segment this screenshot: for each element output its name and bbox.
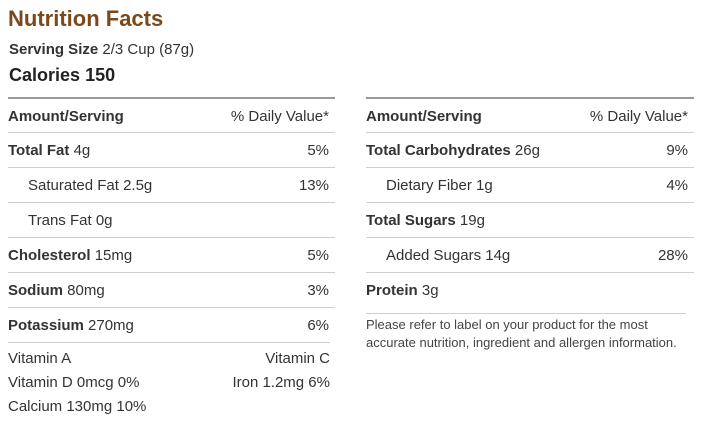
nutrient-label: Cholesterol 15mg	[8, 247, 133, 264]
serving-size-label: Serving Size	[9, 41, 99, 58]
vitamin-line: Vitamin A Vitamin C	[8, 343, 330, 367]
nutrient-row-dietary-fiber: Dietary Fiber 1g 4%	[366, 167, 694, 202]
calories-label: Calories	[9, 65, 81, 85]
daily-value-header: % Daily Value*	[230, 108, 329, 125]
nutrient-row-trans-fat: Trans Fat 0g	[8, 202, 335, 237]
nutrients-left-column: Amount/Serving % Daily Value* Total Fat …	[8, 97, 335, 342]
nutrient-row-saturated-fat: Saturated Fat 2.5g 13%	[8, 167, 335, 202]
nutrient-label: Dietary Fiber 1g	[386, 177, 493, 194]
disclaimer-text: Please refer to label on your product fo…	[366, 313, 686, 352]
nutrient-row-sodium: Sodium 80mg 3%	[8, 272, 335, 307]
nutrient-label: Trans Fat 0g	[28, 212, 113, 229]
vitamin-c: Vitamin C	[265, 350, 330, 367]
nutrients-right-column: Amount/Serving % Daily Value* Total Carb…	[366, 97, 694, 307]
serving-size: Serving Size 2/3 Cup (87g)	[9, 41, 194, 59]
table-header: Amount/Serving % Daily Value*	[8, 97, 335, 132]
daily-value-header: % Daily Value*	[589, 108, 688, 125]
nutrient-label: Total Carbohydrates 26g	[366, 142, 540, 159]
amount-serving-header: Amount/Serving	[366, 108, 482, 125]
nutrient-row-cholesterol: Cholesterol 15mg 5%	[8, 237, 335, 272]
nutrient-dv: 4%	[666, 177, 688, 194]
iron: Iron 1.2mg 6%	[232, 374, 330, 391]
nutrient-label: Protein 3g	[366, 282, 439, 299]
vitamin-line: Vitamin D 0mcg 0% Iron 1.2mg 6%	[8, 367, 330, 391]
nutrient-label: Potassium 270mg	[8, 317, 134, 334]
nutrient-dv: 6%	[307, 317, 329, 334]
serving-size-value: 2/3 Cup (87g)	[102, 41, 195, 58]
vitamins-minerals: Vitamin A Vitamin C Vitamin D 0mcg 0% Ir…	[8, 342, 330, 415]
nutrition-facts-title: Nutrition Facts	[8, 6, 164, 31]
nutrient-row-added-sugars: Added Sugars 14g 28%	[366, 237, 694, 272]
amount-serving-header: Amount/Serving	[8, 108, 124, 125]
vitamin-d: Vitamin D 0mcg 0%	[8, 374, 140, 391]
nutrient-dv: 9%	[666, 142, 688, 159]
vitamin-a: Vitamin A	[8, 350, 72, 367]
nutrient-row-total-carbohydrates: Total Carbohydrates 26g 9%	[366, 132, 694, 167]
nutrient-dv: 3%	[307, 282, 329, 299]
nutrient-row-potassium: Potassium 270mg 6%	[8, 307, 335, 342]
nutrient-dv: 5%	[307, 247, 329, 264]
nutrient-row-total-fat: Total Fat 4g 5%	[8, 132, 335, 167]
nutrient-label: Saturated Fat 2.5g	[28, 177, 153, 194]
nutrient-dv: 5%	[307, 142, 329, 159]
nutrient-label: Sodium 80mg	[8, 282, 105, 299]
nutrient-dv: 28%	[657, 247, 688, 264]
nutrient-label: Total Sugars 19g	[366, 212, 485, 229]
calories-value: 150	[85, 65, 116, 85]
calcium: Calcium 130mg 10%	[8, 398, 147, 415]
calories: Calories 150	[9, 64, 115, 86]
nutrient-label: Total Fat 4g	[8, 142, 91, 159]
nutrient-label: Added Sugars 14g	[386, 247, 511, 264]
nutrient-row-total-sugars: Total Sugars 19g	[366, 202, 694, 237]
vitamin-line: Calcium 130mg 10%	[8, 391, 330, 415]
nutrient-dv: 13%	[298, 177, 329, 194]
table-header: Amount/Serving % Daily Value*	[366, 97, 694, 132]
nutrient-row-protein: Protein 3g	[366, 272, 694, 307]
